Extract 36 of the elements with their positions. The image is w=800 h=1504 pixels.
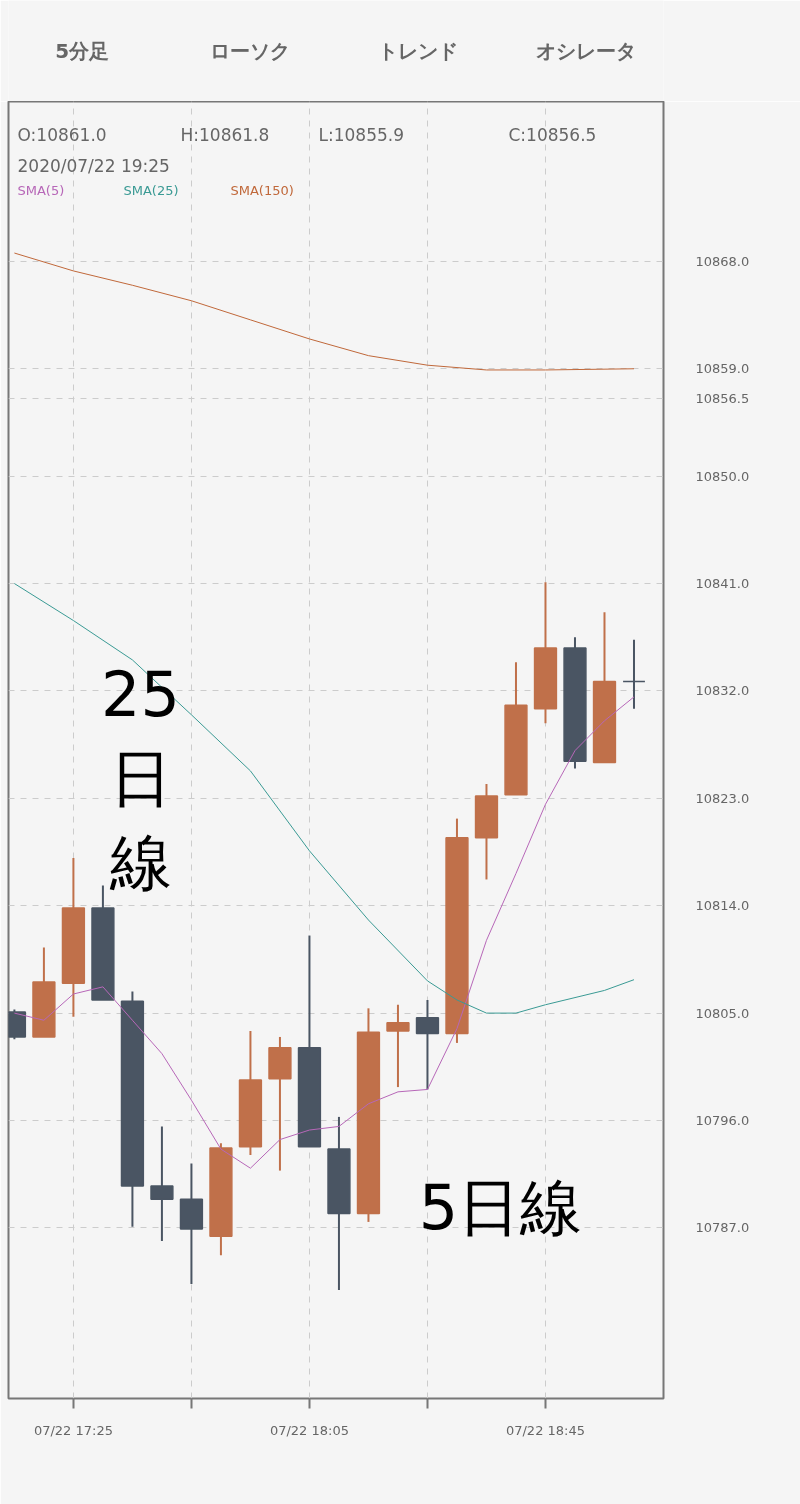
annotation: 25 [101,657,180,731]
y-tick-label: 10787.0 [695,1220,750,1236]
x-tick-label: 07/22 18:45 [505,1422,586,1438]
text: ローソク [210,38,291,63]
text: SMA(5) [17,183,65,198]
line-series [13,583,635,1014]
annotation: O:10861.0 [17,124,107,145]
annotation: 2020/07/22 19:25 [17,155,170,176]
x-tick-label: 07/22 18:05 [269,1422,349,1438]
x-tick-label: 07/22 17:25 [33,1422,113,1438]
y-tick-label: 10859.0 [695,361,750,377]
annotation: C:10856.5 [508,124,597,145]
candlestick [415,998,440,1091]
y-tick-label: 10832.0 [695,683,750,699]
text: SMA(25) [123,183,179,198]
line-series [13,252,635,371]
text: オシレータ [535,38,636,63]
annotation: 5日線 [418,1171,583,1244]
annotation: H:10861.8 [180,124,270,145]
y-tick-label: 10814.0 [695,898,750,914]
annotation: L:10855.9 [318,124,404,145]
y-tick-label: 10841.0 [695,576,750,592]
y-tick-label: 10805.0 [695,1005,750,1021]
text: SMA(150) [230,183,294,198]
candlestick [386,1003,410,1089]
text: 5分足 [55,38,110,63]
text: トレンド [377,38,458,63]
annotation: 線 [108,826,172,899]
y-tick-label: 10868.0 [695,253,750,269]
y-tick-label: 10856.5 [695,391,750,407]
y-tick-label: 10850.0 [695,468,750,484]
candlestick [622,638,646,710]
y-tick-label: 10823.0 [695,790,750,806]
candlestick [150,1125,174,1242]
y-tick-label: 10796.0 [695,1112,750,1128]
annotation: 日 [109,742,172,815]
